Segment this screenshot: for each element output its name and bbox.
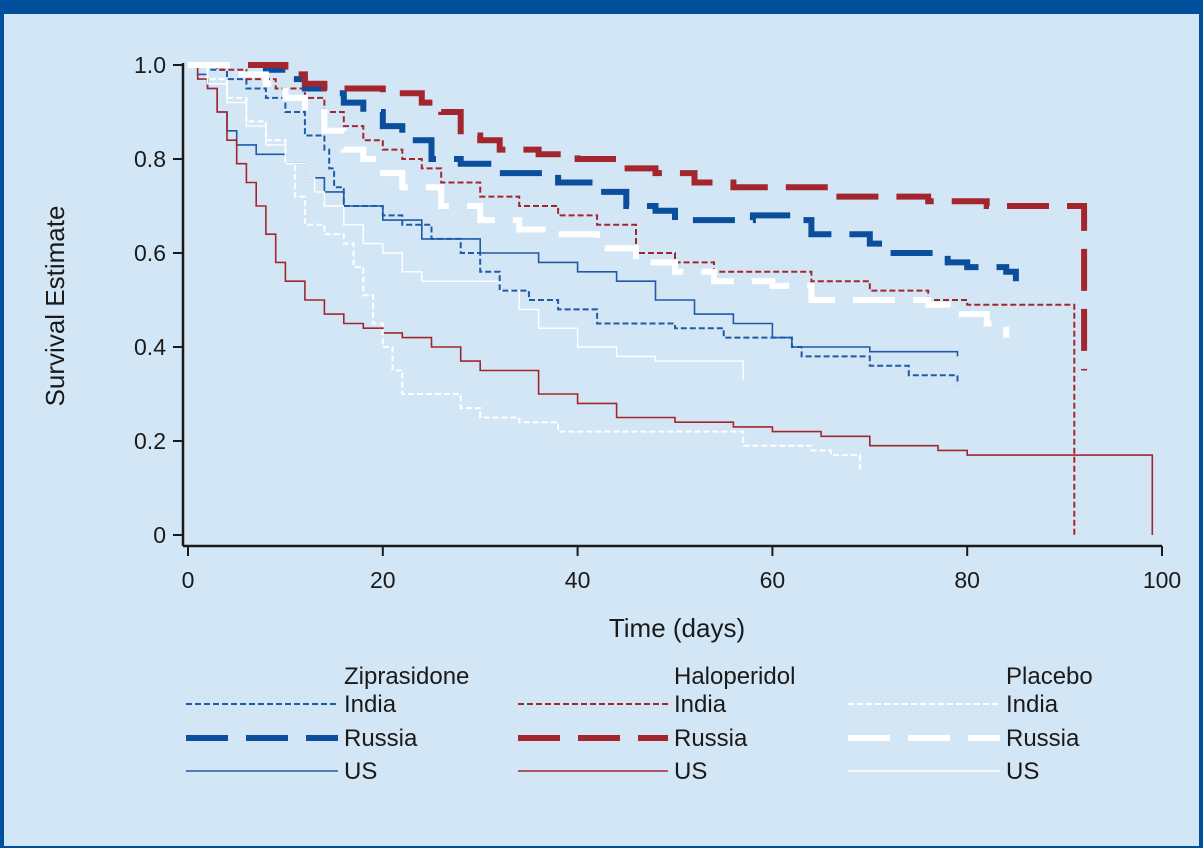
axes-layer: [181, 63, 1162, 548]
legend-label-placebo-india: India: [1006, 691, 1059, 718]
top-border-bar: [4, 0, 1203, 14]
x-tick-label: 0: [182, 567, 195, 593]
legend-group-placebo: Placebo: [1006, 663, 1093, 690]
legend-label-haloperidol-india: India: [674, 691, 727, 718]
series-line-haloperidol-us: [188, 64, 1154, 535]
ticks-layer: 0 20 40 60 80 100 0 0.2 0.4 0.6 0.8 1.0: [134, 52, 1181, 593]
legend-label-ziprasidone-russia: Russia: [344, 725, 418, 752]
x-tick-label: 60: [760, 567, 786, 593]
series-layer: [188, 62, 1154, 535]
series-line-placebo-india: [188, 64, 862, 470]
y-tick-label: 0.6: [134, 240, 166, 266]
legend-group-ziprasidone: Ziprasidone: [344, 663, 469, 690]
y-tick-label: 1.0: [134, 52, 166, 78]
legend-label-ziprasidone-us: US: [344, 758, 377, 785]
series-line-placebo-russia: [188, 62, 1010, 338]
legend-label-placebo-russia: Russia: [1006, 725, 1080, 752]
x-tick-label: 20: [370, 567, 396, 593]
x-tick-label: 100: [1143, 567, 1181, 593]
y-tick-label: 0.4: [134, 334, 166, 360]
legend: ZiprasidoneIndiaRussiaUSHaloperidolIndia…: [186, 663, 1093, 785]
legend-label-haloperidol-russia: Russia: [674, 725, 748, 752]
x-axis-label: Time (days): [609, 613, 745, 643]
legend-label-placebo-us: US: [1006, 758, 1039, 785]
y-axis-label: Survival Estimate: [40, 206, 70, 407]
series-line-haloperidol-russia: [188, 62, 1088, 371]
x-tick-label: 80: [954, 567, 980, 593]
y-tick-label: 0: [153, 522, 166, 548]
x-tick-label: 40: [565, 567, 591, 593]
series-line-placebo-us: [188, 64, 744, 380]
legend-group-haloperidol: Haloperidol: [674, 663, 795, 690]
y-tick-label: 0.2: [134, 428, 166, 454]
y-tick-label: 0.8: [134, 146, 166, 172]
legend-label-ziprasidone-india: India: [344, 691, 397, 718]
legend-label-haloperidol-us: US: [674, 758, 707, 785]
series-line-ziprasidone-india: [188, 64, 959, 385]
